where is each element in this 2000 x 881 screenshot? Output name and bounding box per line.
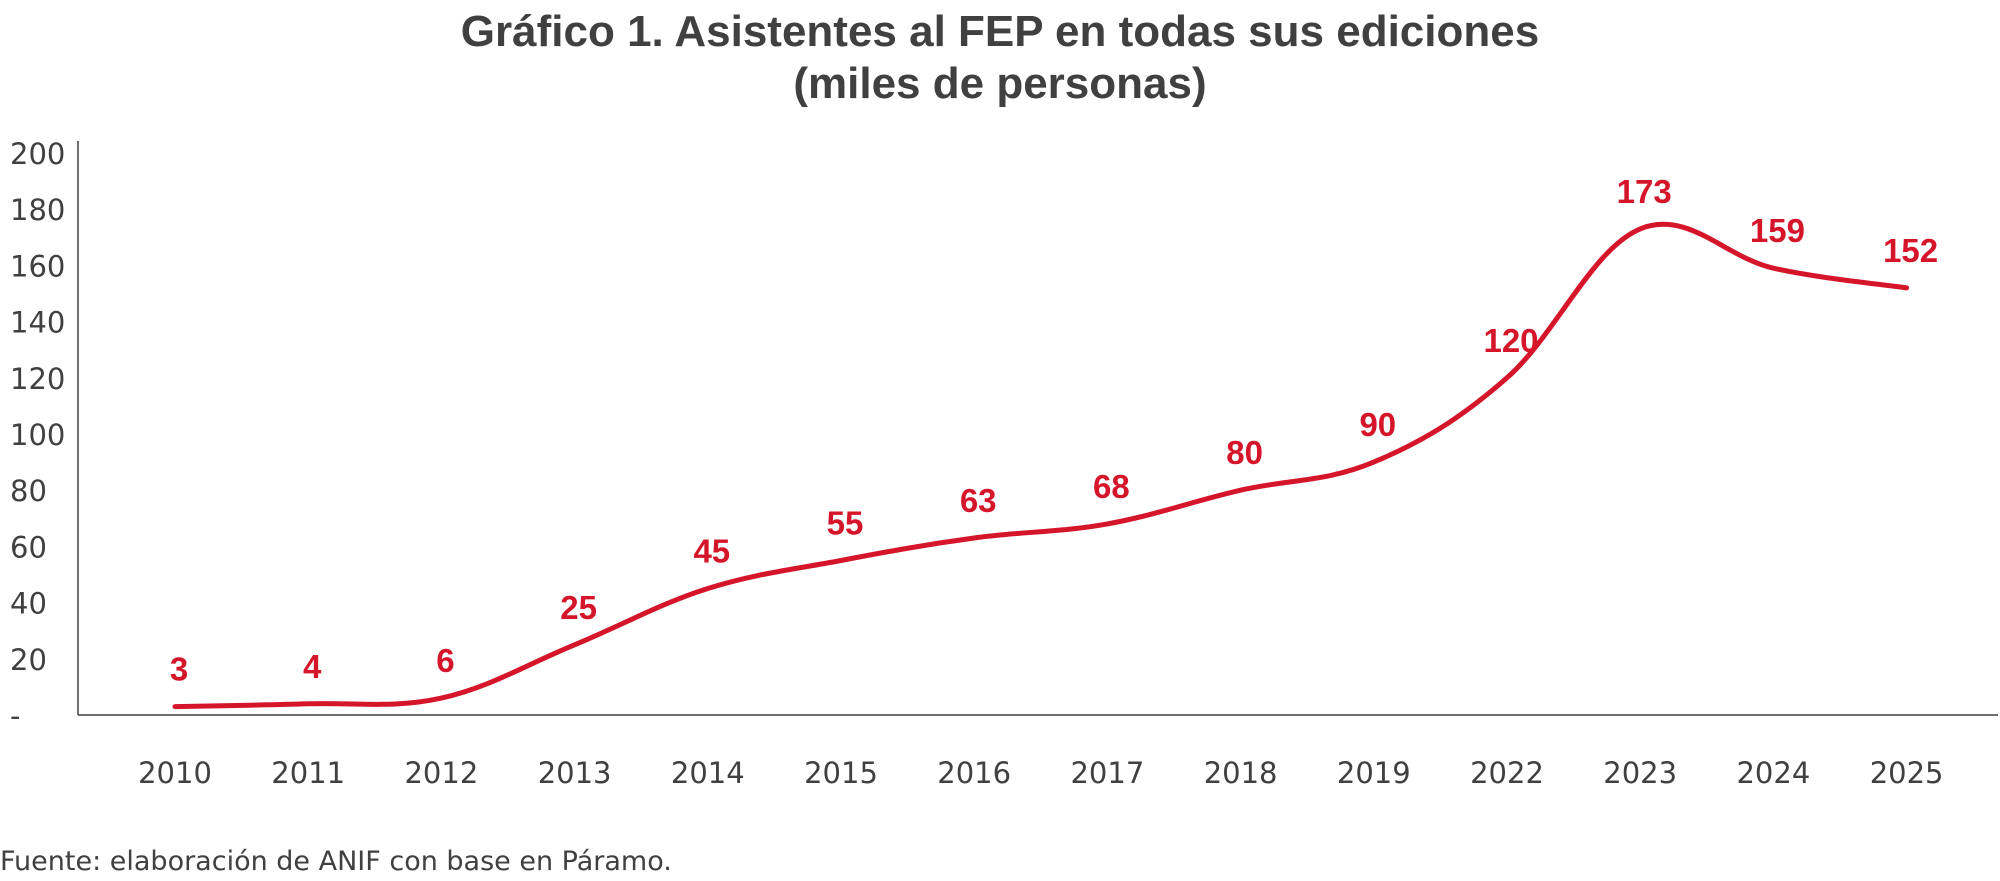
data-label: 159	[1750, 212, 1805, 249]
data-label: 6	[436, 642, 454, 679]
x-tick-label: 2019	[1337, 756, 1411, 790]
chart-title-line-1: Gráfico 1. Asistentes al FEP en todas su…	[460, 7, 1540, 56]
data-label: 55	[827, 504, 864, 541]
data-label: 90	[1359, 406, 1396, 443]
series-line-group	[172, 221, 1910, 710]
data-label: 63	[960, 482, 997, 519]
data-label: 45	[693, 533, 730, 570]
y-tick-label: -	[10, 699, 20, 733]
data-label: 152	[1883, 232, 1938, 269]
y-axis: - 20 40 60 80 100 120 140 160 180 200	[10, 137, 79, 733]
chart-title-line-2: (miles de personas)	[793, 59, 1207, 108]
y-tick-label: 80	[10, 474, 47, 508]
y-tick-label: 140	[10, 306, 65, 340]
x-tick-label: 2014	[671, 756, 745, 790]
source-note: Fuente: elaboración de ANIF con base en …	[0, 846, 672, 877]
y-tick-label: 160	[10, 249, 65, 283]
data-label: 80	[1226, 434, 1263, 471]
x-tick-label: 2015	[804, 756, 878, 790]
data-label: 3	[170, 651, 188, 688]
data-label: 173	[1617, 173, 1672, 210]
y-tick-label: 60	[10, 530, 47, 564]
y-tick-label: 100	[10, 418, 65, 452]
data-label: 4	[303, 648, 322, 685]
y-tick-label: 20	[10, 643, 47, 677]
x-axis: 2010 2011 2012 2013 2014 2015 2016 2017 2018 2019…	[78, 714, 1998, 790]
x-tick-label: 2016	[937, 756, 1011, 790]
data-label: 68	[1093, 468, 1130, 505]
x-tick-label: 2013	[538, 756, 612, 790]
y-tick-label: 180	[10, 193, 65, 227]
data-label: 25	[560, 589, 597, 626]
x-tick-label: 2022	[1470, 756, 1544, 790]
x-tick-label: 2010	[138, 756, 212, 790]
y-tick-label: 200	[10, 137, 65, 171]
y-tick-label: 120	[10, 362, 65, 396]
data-label: 120	[1483, 322, 1538, 359]
data-labels: 3 4 6 25 45 55 63 68 80 90 120 173 159 152	[170, 173, 1938, 688]
x-tick-label: 2025	[1870, 756, 1944, 790]
y-tick-label: 40	[10, 587, 47, 621]
x-tick-label: 2023	[1603, 756, 1677, 790]
x-tick-label: 2012	[404, 756, 478, 790]
x-tick-label: 2011	[271, 756, 345, 790]
x-tick-label: 2018	[1204, 756, 1278, 790]
series-line	[172, 221, 1910, 710]
x-tick-label: 2024	[1736, 756, 1810, 790]
chart-title: Gráfico 1. Asistentes al FEP en todas su…	[0, 6, 2000, 110]
x-tick-label: 2017	[1070, 756, 1144, 790]
